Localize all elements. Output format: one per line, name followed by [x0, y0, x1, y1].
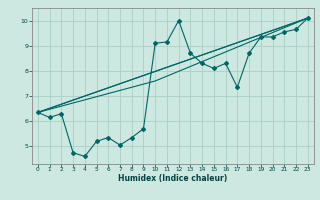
X-axis label: Humidex (Indice chaleur): Humidex (Indice chaleur)	[118, 174, 228, 183]
